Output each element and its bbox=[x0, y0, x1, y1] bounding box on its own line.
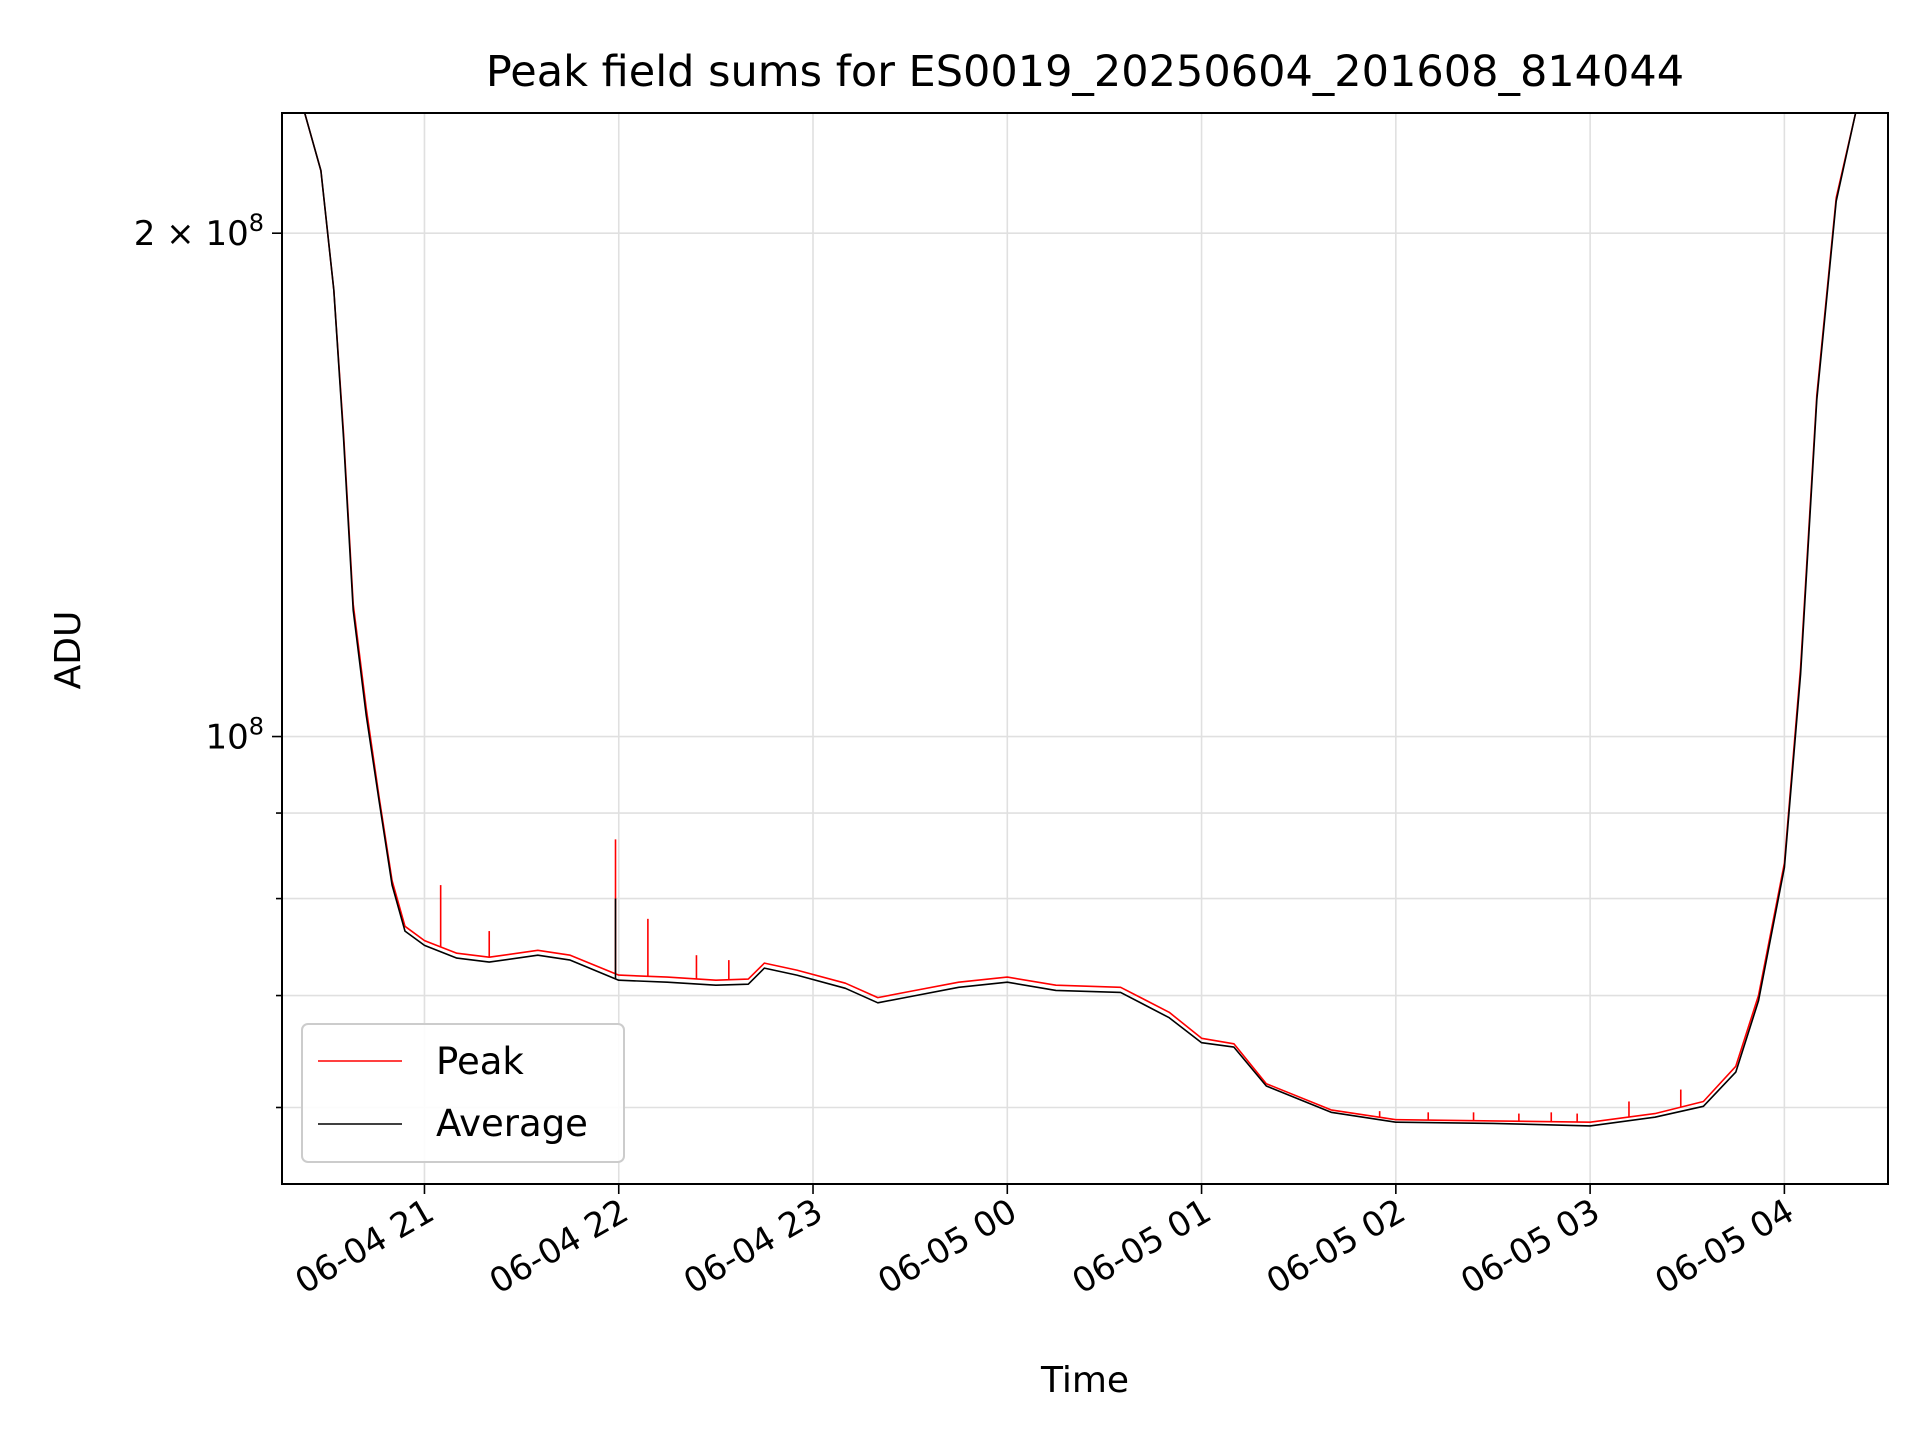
grid bbox=[282, 113, 1888, 1184]
series-line-average bbox=[282, 112, 1888, 1127]
legend: Peak Average bbox=[301, 1023, 625, 1163]
y-axis-label: ADU bbox=[48, 611, 89, 690]
plot-frame bbox=[281, 112, 1889, 1185]
legend-frame bbox=[301, 1023, 625, 1163]
legend-label-peak: Peak bbox=[436, 1040, 524, 1083]
series-group bbox=[282, 112, 1888, 1127]
chart-title: Peak field sums for ES0019_20250604_2016… bbox=[486, 47, 1684, 97]
y-tick-label: 108 bbox=[205, 713, 264, 758]
x-axis-label: Time bbox=[1040, 1360, 1129, 1401]
legend-label-average: Average bbox=[436, 1102, 588, 1145]
y-tick-label: 2 × 108 bbox=[134, 209, 264, 254]
